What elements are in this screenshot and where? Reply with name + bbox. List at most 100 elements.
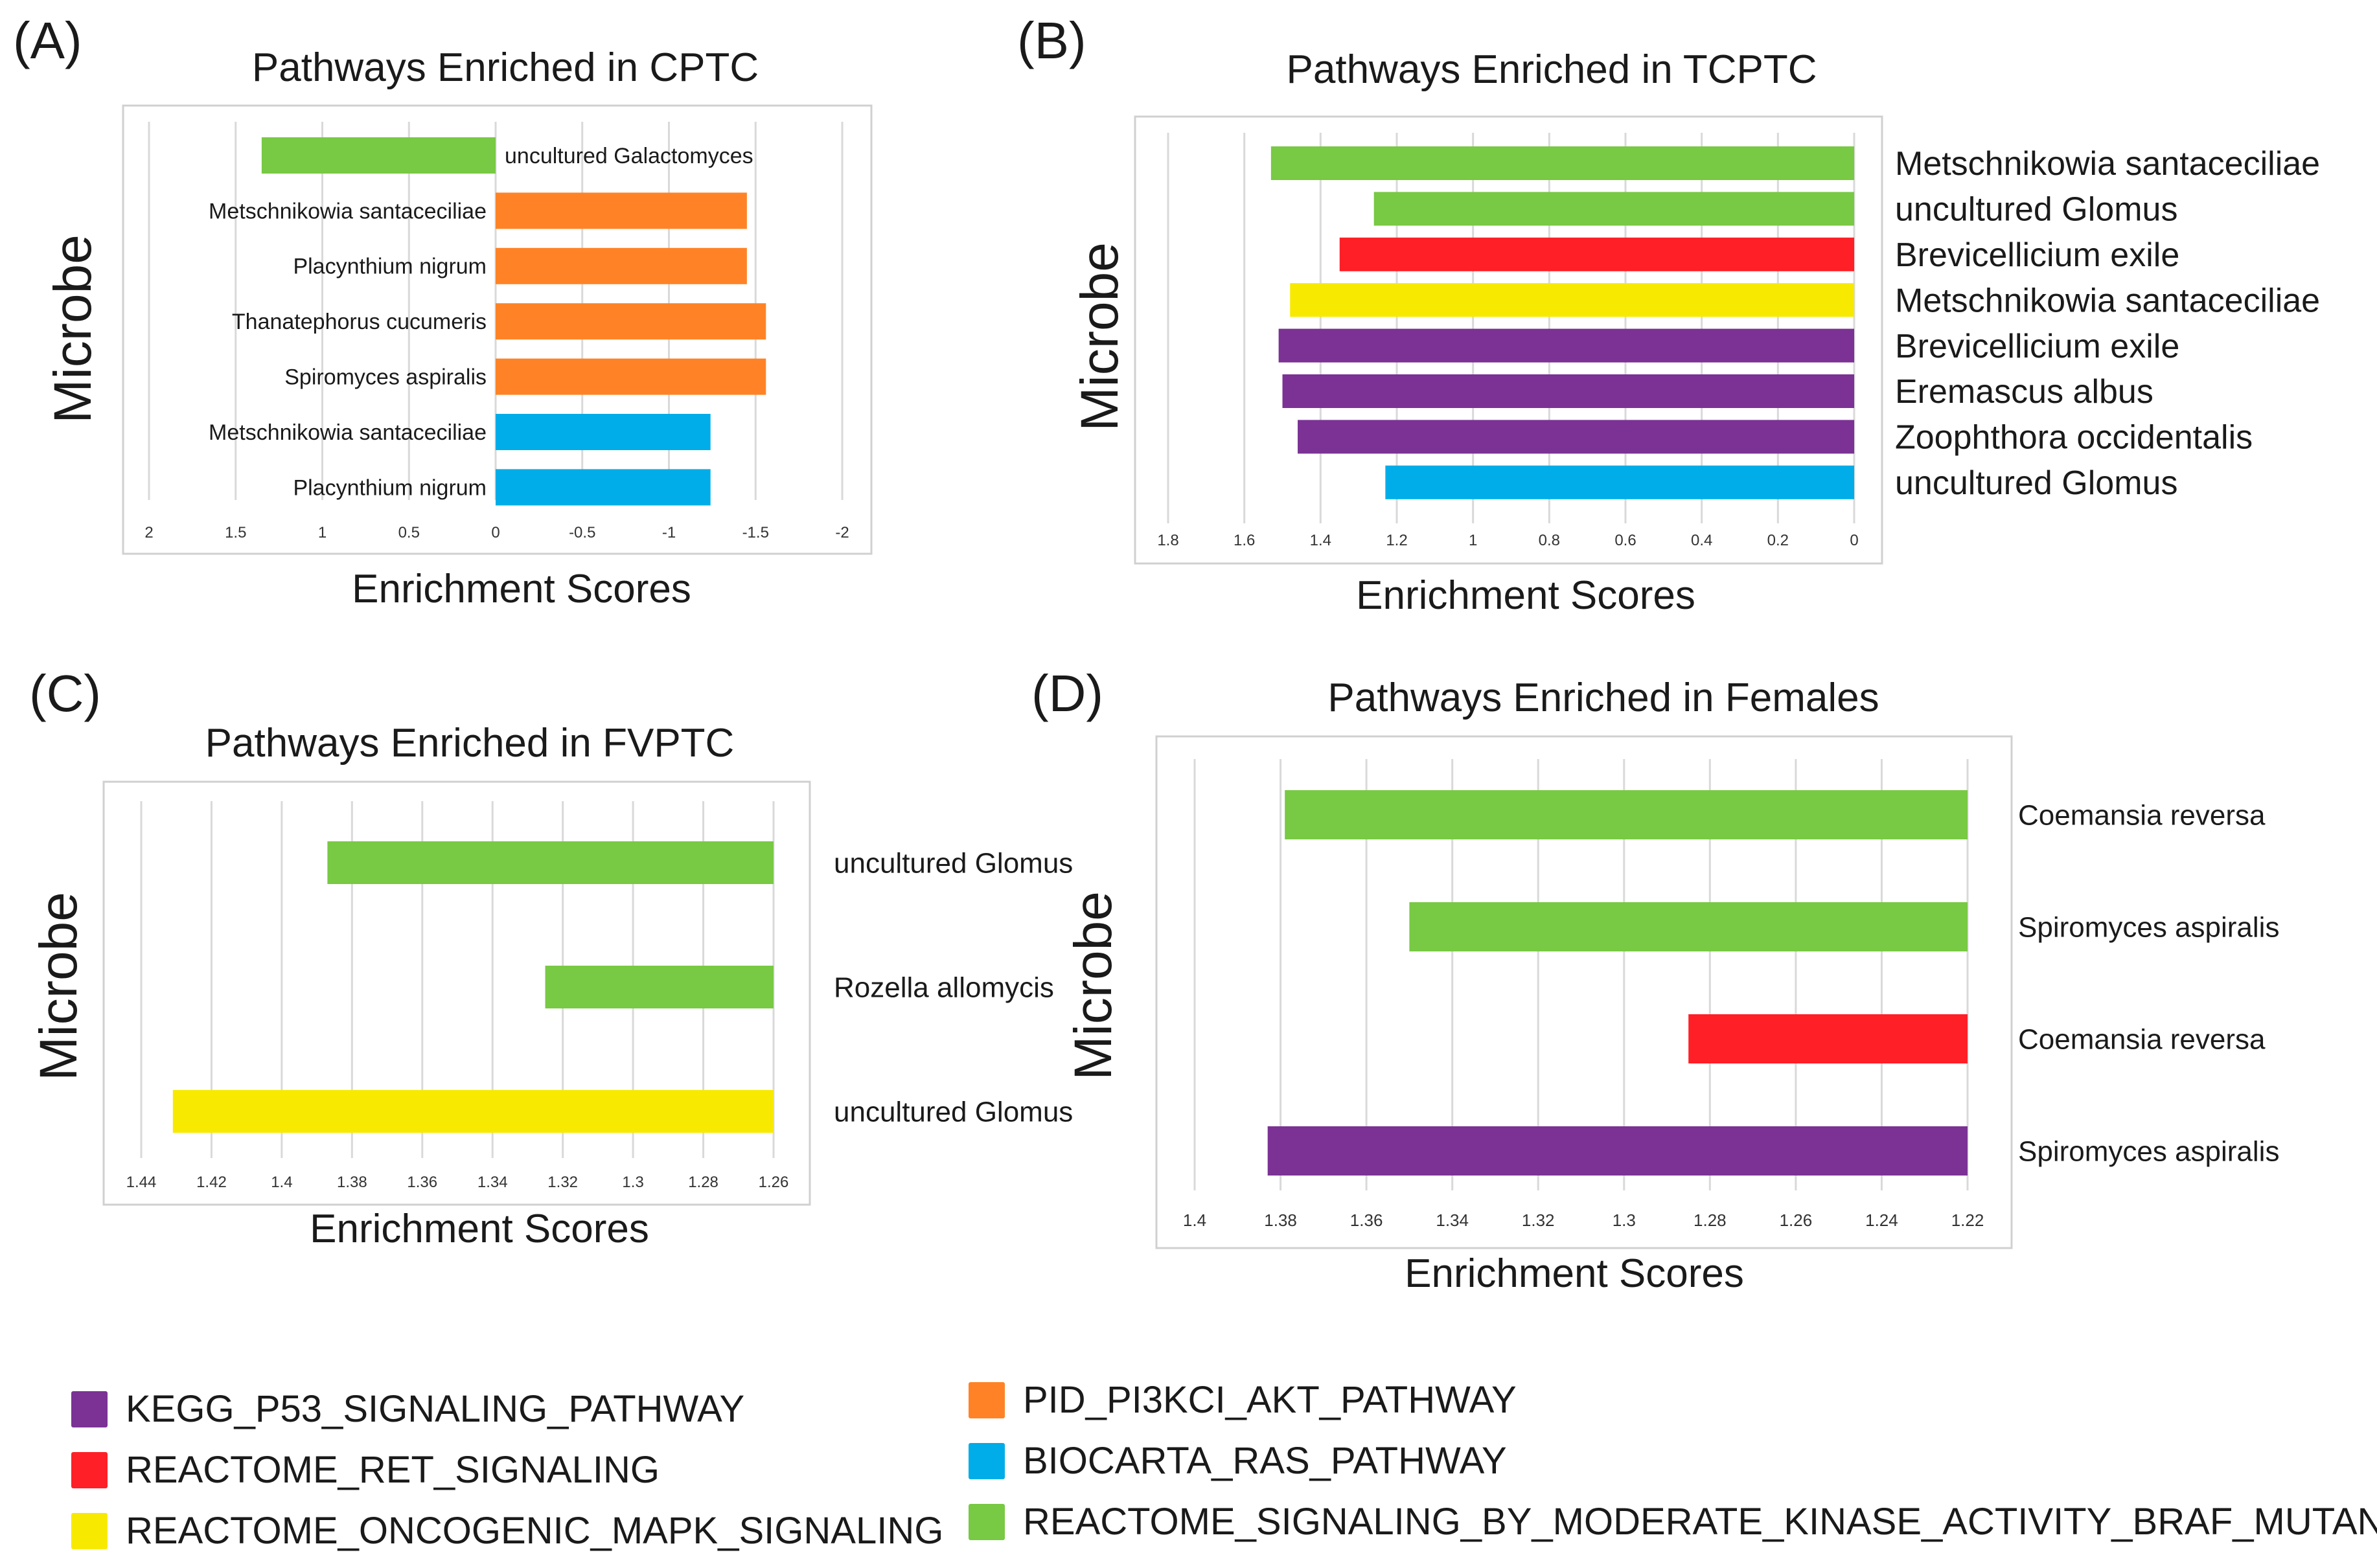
x-tick-label: 1.8 [1157,532,1178,549]
bar-label: Spiromyces aspiralis [284,365,487,390]
bar [1373,192,1854,226]
panel-label: (B) [1017,12,1086,69]
y-axis-label: Microbe [43,234,102,424]
panel-label: (D) [1031,665,1103,722]
x-tick-label: 1.28 [688,1174,718,1191]
x-tick-label: 1.44 [126,1174,157,1191]
bar-label: Brevicellicium exile [1895,328,2179,365]
bar [1270,146,1854,180]
bar [496,192,747,229]
bar-label: Coemansia reversa [2018,1023,2266,1055]
bar [496,469,711,506]
chart-title: Pathways Enriched in Females [1327,676,1879,720]
x-tick-label: 1.38 [1264,1210,1297,1230]
chart-title: Pathways Enriched in CPTC [252,45,759,90]
x-tick-label: 1.38 [337,1174,367,1191]
x-tick-label: 1.5 [225,524,246,541]
x-tick-label: 2 [144,524,153,541]
bar-label: Brevicellicium exile [1895,236,2179,274]
x-axis-label: Enrichment Scores [352,567,691,611]
bar-label: Rozella allomycis [834,971,1054,1003]
bar [1285,790,1968,839]
bar-label: Metschnikowia santaceciliae [1895,282,2320,319]
x-tick-label: 1.4 [271,1174,292,1191]
bar [1409,902,1968,951]
x-tick-label: 0.8 [1539,532,1560,549]
bar [496,247,747,284]
bar [1688,1014,1968,1063]
bar-label: Metschnikowia santaceciliae [209,420,487,445]
x-tick-label: 1.3 [622,1174,643,1191]
x-tick-label: 1.22 [1951,1210,1984,1230]
bar [327,841,774,884]
x-tick-label: 1.6 [1234,532,1255,549]
y-axis-label: Microbe [29,892,88,1081]
bar [1339,237,1854,271]
bar-label: Metschnikowia santaceciliae [1895,145,2320,183]
bar-label: Placynthium nigrum [293,255,487,279]
x-tick-label: 1.34 [477,1174,508,1191]
bar [496,358,766,395]
bar [496,303,766,340]
x-axis-label: Enrichment Scores [1356,573,1695,618]
x-tick-label: 1.28 [1694,1210,1727,1230]
bar [1267,1126,1968,1176]
bar-label: Zoophthora occidentalis [1895,419,2253,457]
chart-panel-3: (C) Pathways Enriched in FVPTC 1.44 1.42 1.4… [29,665,1073,1251]
x-tick-label: 0 [491,524,500,541]
bar [545,966,774,1008]
bar-label: Coemansia reversa [2018,799,2266,831]
x-tick-label: 1.4 [1183,1210,1206,1230]
bar [1282,374,1854,408]
x-tick-label: 0.2 [1767,532,1789,549]
bar-label: uncultured Glomus [834,847,1073,879]
bar-label: uncultured Glomus [1895,191,2177,229]
bar-label: Spiromyces aspiralis [2018,1135,2279,1167]
bar-label: uncultured Glomus [1895,464,2177,502]
bar [172,1090,774,1133]
bar [1385,465,1854,499]
x-tick-label: 1.34 [1436,1210,1469,1230]
bar [1290,283,1854,317]
x-tick-label: 1 [318,524,327,541]
bar [1298,420,1854,454]
bar [496,414,711,450]
x-tick-label: 1.24 [1865,1210,1898,1230]
x-tick-label: 1.36 [407,1174,437,1191]
x-tick-label: 0.5 [398,524,420,541]
y-axis-label: Microbe [1070,242,1129,431]
x-tick-label: 0 [1850,532,1858,549]
chart-title: Pathways Enriched in TCPTC [1287,47,1817,92]
panel-label: (A) [13,12,82,69]
x-tick-label: 0.4 [1691,532,1712,549]
x-tick-label: 1.36 [1350,1210,1383,1230]
bar-label: Eremascus albus [1895,373,2153,411]
x-tick-label: 1.26 [1780,1210,1813,1230]
chart-panel-1: (A) Pathways Enriched in CPTC 2 1.5 1 0.5 0 -0.… [13,12,873,611]
chart-title: Pathways Enriched in FVPTC [205,721,735,766]
x-tick-label: 1.42 [196,1174,227,1191]
bar-label: Spiromyces aspiralis [2018,911,2279,943]
x-tick-label: -1 [662,524,676,541]
x-tick-label: -1.5 [742,524,769,541]
bar [1278,328,1854,363]
x-axis-label: Enrichment Scores [310,1207,649,1251]
x-tick-label: 1 [1469,532,1477,549]
bar-label: Thanatephorus cucumeris [232,310,487,334]
bar-label: Metschnikowia santaceciliae [209,199,487,223]
x-tick-label: 1.32 [1522,1210,1555,1230]
x-tick-label: 1.32 [547,1174,578,1191]
bar-label: Placynthium nigrum [293,475,487,500]
y-axis-label: Microbe [1064,891,1123,1080]
x-tick-label: 1.4 [1310,532,1331,549]
x-tick-label: 1.2 [1386,532,1407,549]
panel-label: (C) [29,665,101,722]
x-tick-label: -0.5 [569,524,595,541]
x-tick-label: 0.6 [1614,532,1636,549]
bar-label: uncultured Galactomyces [505,144,753,168]
x-tick-label: 1.26 [759,1174,789,1191]
bar-label: uncultured Glomus [834,1096,1073,1128]
x-tick-label: 1.3 [1613,1210,1636,1230]
x-tick-label: -2 [835,524,849,541]
